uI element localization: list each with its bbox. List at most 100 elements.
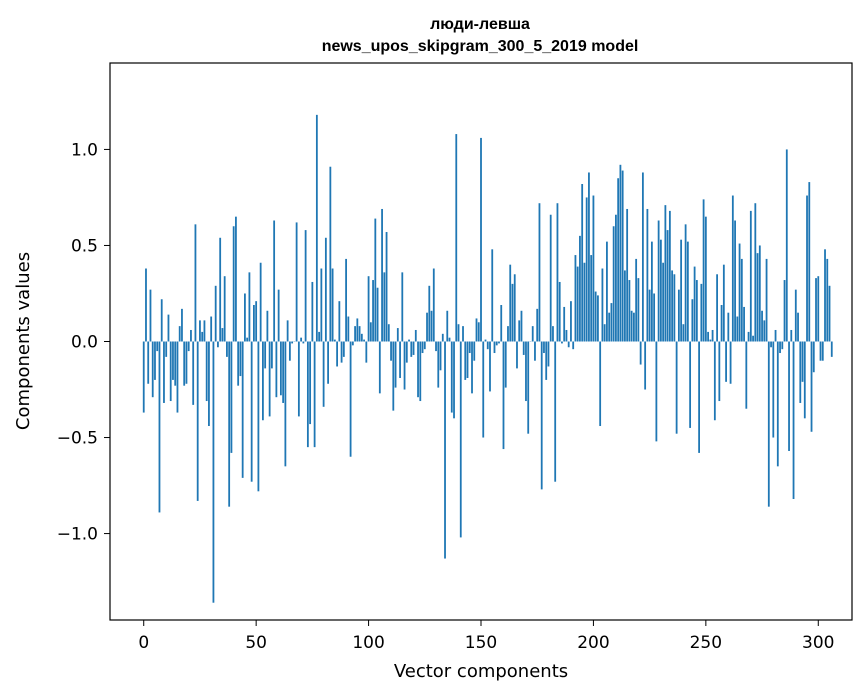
bar [158,341,161,513]
bar [572,341,575,350]
bar [149,289,152,342]
bar [235,216,237,342]
bar [682,324,685,342]
bar [792,341,795,499]
bar [342,341,345,357]
bar [167,314,170,342]
bar-series [142,114,833,603]
bar [752,335,754,342]
bar [563,306,566,342]
bar [686,241,689,342]
bar [174,341,177,386]
bar [655,341,658,442]
bar [511,283,514,342]
bar [790,329,793,342]
bar [313,341,316,448]
bar [772,341,775,438]
bar [617,178,620,342]
bar [273,220,276,342]
bar [279,341,282,396]
bar [567,341,570,348]
bar [217,341,219,348]
bar [435,341,437,352]
bar [648,289,651,342]
bar [819,341,822,361]
bar [210,316,213,342]
bar [799,341,802,403]
bar [230,341,233,453]
bar [808,182,811,342]
bar [743,306,745,342]
bar [592,195,595,342]
bar [291,341,294,344]
bar [428,285,431,342]
bar [684,224,687,342]
bar [579,235,581,342]
bar [239,341,242,377]
bar [295,222,298,342]
bar [522,341,525,355]
bar [338,301,341,342]
bar [671,270,674,342]
bar [255,301,258,342]
bar [815,278,817,342]
bar [257,341,260,492]
bar [381,208,383,342]
bar [262,341,264,421]
bar [749,210,752,342]
bar [437,341,440,388]
bar [495,341,498,346]
bar [680,239,683,342]
bar [387,324,390,342]
bar [212,341,215,603]
bar [304,230,307,342]
bar [444,341,446,559]
bar [738,243,741,342]
bar [761,310,763,342]
bar [417,341,419,398]
bar [329,166,332,342]
bar [360,333,363,342]
bar [666,230,669,342]
y-tick-label: 1.0 [71,140,98,160]
bar [248,272,251,342]
bar [221,328,224,342]
bar [785,149,788,342]
bar [147,341,150,384]
bar [628,280,631,342]
bar [315,114,318,342]
bar [493,341,496,354]
bar [336,341,338,367]
bar [716,274,718,342]
bar [722,264,725,342]
bar [662,262,665,342]
x-tick-label: 300 [802,633,834,653]
bar [763,320,766,342]
bar [205,341,208,402]
y-tick-label: 0.5 [71,236,98,256]
bar [574,255,577,342]
bar [201,331,204,342]
bar [462,326,464,342]
bar [689,341,692,428]
bar [246,337,249,342]
bar [426,312,428,342]
bar [160,299,163,342]
bar [531,326,534,342]
bar [806,195,808,342]
bar [540,341,543,490]
bar [347,316,350,342]
bar [673,274,676,342]
bar [624,270,626,342]
bar [311,281,314,342]
y-axis-label: Components values [13,252,34,430]
bar [266,310,269,342]
bar [720,305,723,342]
bar [264,341,267,369]
bar [527,341,530,434]
bar [300,337,303,342]
bar [363,339,365,342]
bar [358,326,361,342]
bar [237,341,240,386]
bar [385,232,388,342]
